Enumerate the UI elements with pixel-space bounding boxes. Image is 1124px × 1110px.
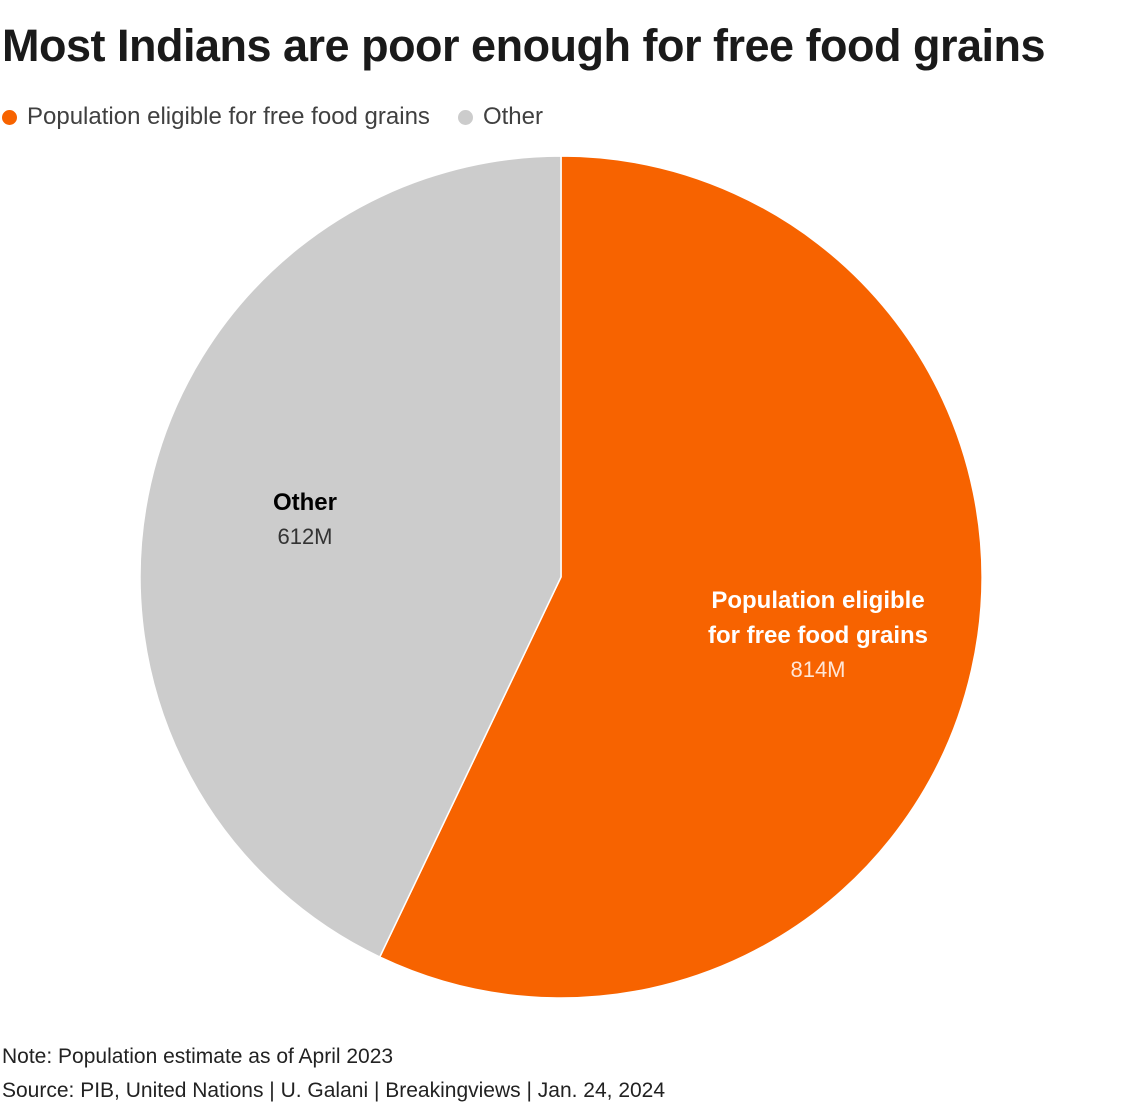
slice-value-other: 612M: [277, 524, 333, 549]
slice-label-eligible: Population eligible for free food grains…: [618, 583, 1018, 687]
slice-name-other: Other: [272, 489, 337, 516]
slice-label-other: Other 612M: [205, 485, 405, 554]
legend-swatch-other: [457, 109, 473, 125]
footer-note: Note: Population estimate as of April 20…: [2, 1045, 394, 1068]
legend-item-eligible: Population eligible for free food grains: [2, 103, 430, 131]
chart-legend: Population eligible for free food grains…: [2, 103, 571, 131]
legend-item-other: Other: [457, 103, 543, 131]
legend-swatch-eligible: [2, 109, 17, 125]
slice-value-eligible: 814M: [790, 657, 846, 682]
footer-source: Source: PIB, United Nations | U. Galani …: [2, 1079, 666, 1102]
pie-slice-eligible: [378, 155, 983, 999]
legend-label-eligible: Population eligible for free food grains: [27, 103, 430, 130]
slice-name-eligible-line1: Population eligible: [711, 587, 925, 614]
legend-label-other: Other: [482, 103, 543, 130]
chart-footer: Note: Population estimate as of April 20…: [2, 1040, 665, 1108]
slice-name-eligible-line2: for free food grains: [707, 622, 929, 649]
pie-slice-other: [139, 155, 562, 958]
chart-title: Most Indians are poor enough for free fo…: [2, 20, 1046, 71]
